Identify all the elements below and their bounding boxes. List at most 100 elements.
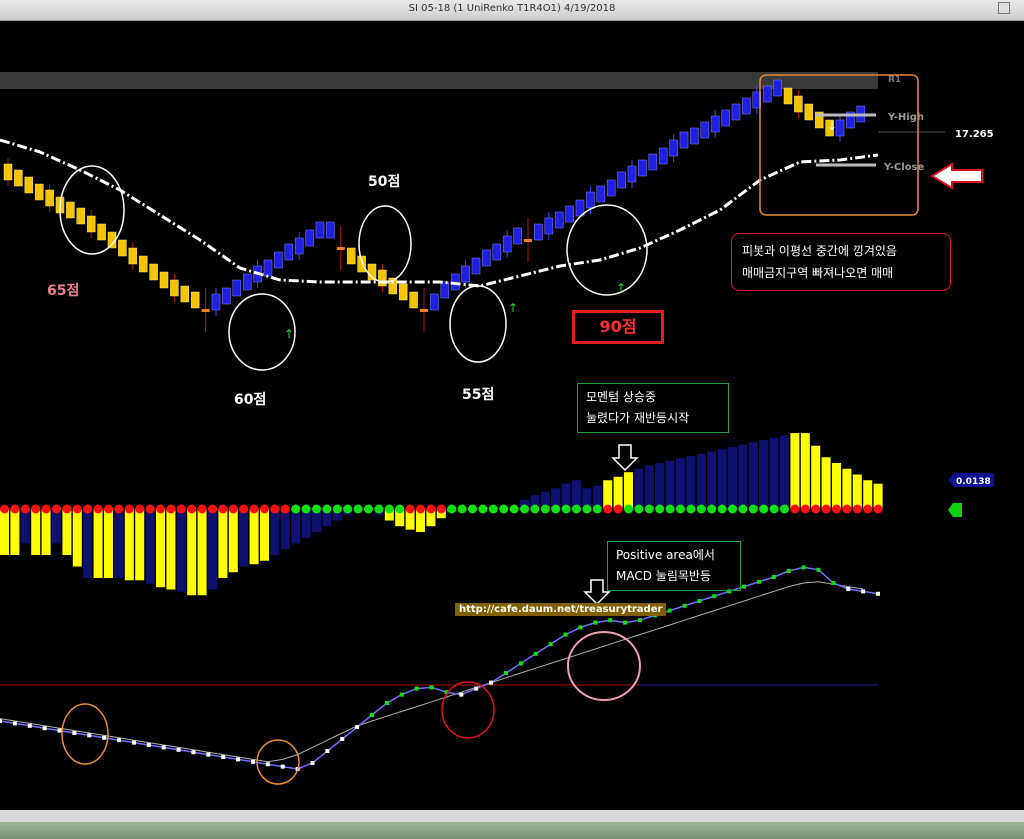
histogram-bar xyxy=(717,449,727,509)
down-candle xyxy=(14,169,23,187)
momentum-dot xyxy=(31,504,41,514)
y-close-label: Y-Close xyxy=(883,162,925,173)
macd-circle-orange xyxy=(61,703,109,765)
down-candle xyxy=(409,291,418,309)
histogram-bar xyxy=(551,488,561,509)
macd-circle-orange xyxy=(256,739,300,785)
histogram-bar xyxy=(10,509,20,555)
macd-dot xyxy=(742,584,747,589)
up-candle xyxy=(846,111,855,129)
histogram-bar xyxy=(696,453,706,509)
macd-dot xyxy=(518,661,523,666)
momentum-dot xyxy=(41,504,51,514)
macd-dot xyxy=(578,625,583,630)
histogram-bar xyxy=(644,465,654,509)
momentum-dot xyxy=(343,504,353,514)
score-55-label: 55점 xyxy=(462,387,495,403)
down-candle xyxy=(346,247,356,265)
histogram-bar xyxy=(655,463,665,509)
highlight-circle-65 xyxy=(59,165,125,255)
momentum-dot xyxy=(72,504,82,514)
histogram-bar xyxy=(603,480,613,509)
down-candle xyxy=(180,285,190,303)
momentum-note-line2: 눌렸다가 재반등시작 xyxy=(586,411,690,425)
up-candle xyxy=(294,237,304,255)
histogram-bar xyxy=(270,509,280,555)
doji-candle xyxy=(420,309,428,312)
momentum-dot xyxy=(228,504,238,514)
macd-note-box: Positive area에서 MACD 눌림목반등 xyxy=(607,541,741,591)
up-candle xyxy=(284,243,294,261)
momentum-dot xyxy=(104,504,113,514)
momentum-dot xyxy=(322,504,332,514)
down-candle xyxy=(170,279,179,297)
up-candle xyxy=(586,191,595,209)
macd-dot xyxy=(667,608,672,613)
histogram-bar xyxy=(769,437,779,509)
down-candle xyxy=(388,277,398,295)
momentum-dot xyxy=(353,504,363,514)
signal-line xyxy=(0,581,864,763)
down-candle xyxy=(138,255,148,273)
macd-dot xyxy=(280,764,285,769)
momentum-dot xyxy=(332,504,342,514)
histogram-bar xyxy=(322,509,332,527)
histogram-bar xyxy=(280,509,290,550)
histogram-bar xyxy=(62,509,72,555)
macd-circle-pink xyxy=(567,631,641,701)
up-candle xyxy=(565,205,574,223)
maximize-button[interactable] xyxy=(998,2,1010,14)
momentum-dot xyxy=(114,504,124,514)
momentum-dot xyxy=(0,504,9,514)
momentum-dot xyxy=(478,504,488,514)
histogram-bar xyxy=(520,499,529,509)
histogram-bar xyxy=(634,468,644,509)
momentum-dot xyxy=(572,504,581,514)
up-candle xyxy=(222,287,231,305)
down-candle xyxy=(783,87,793,105)
momentum-dot xyxy=(582,504,592,514)
histogram-bar xyxy=(592,486,602,509)
up-candle xyxy=(617,171,626,189)
up-candle xyxy=(658,147,668,165)
up-candle xyxy=(482,249,491,267)
macd-dot xyxy=(236,757,241,762)
momentum-dot xyxy=(738,504,748,514)
histogram-bar xyxy=(83,509,93,578)
down-candle xyxy=(794,95,803,113)
macd-dot xyxy=(12,721,17,726)
histogram-bar xyxy=(405,509,415,530)
histogram-bar xyxy=(291,509,301,544)
histogram-bar xyxy=(676,458,685,509)
histogram-bar xyxy=(176,509,186,592)
cafe-url-link[interactable]: http://cafe.daum.net/treasurytrader xyxy=(455,603,667,616)
macd-dot xyxy=(608,618,613,623)
momentum-dot xyxy=(863,504,873,514)
macd-dot xyxy=(42,726,47,731)
up-candle xyxy=(690,127,699,145)
momentum-dot xyxy=(249,504,259,514)
momentum-dot xyxy=(280,504,290,514)
down-candle xyxy=(190,291,200,309)
histogram-bar xyxy=(187,509,197,596)
momentum-dot xyxy=(873,504,883,514)
score-65-label: 65점 xyxy=(47,283,80,299)
histogram-bar xyxy=(249,509,259,565)
histogram-bar xyxy=(832,463,841,509)
up-candle xyxy=(211,293,221,311)
macd-dot xyxy=(250,759,255,764)
score-90-label: 90점 xyxy=(599,317,637,336)
up-arrow-marker: ↑ xyxy=(508,301,518,315)
hollow-down-arrow-icon xyxy=(583,579,611,606)
up-candle xyxy=(648,153,658,171)
histogram-bar xyxy=(93,509,103,578)
highlight-circle-60 xyxy=(228,293,296,371)
histogram-bar xyxy=(873,483,883,509)
momentum-dot xyxy=(769,504,779,514)
macd-dot xyxy=(206,752,211,757)
momentum-dot xyxy=(124,504,134,514)
scroll-strip[interactable] xyxy=(0,822,1024,839)
momentum-dot xyxy=(10,504,20,514)
momentum-dot xyxy=(561,504,571,514)
macd-dot xyxy=(697,599,702,603)
